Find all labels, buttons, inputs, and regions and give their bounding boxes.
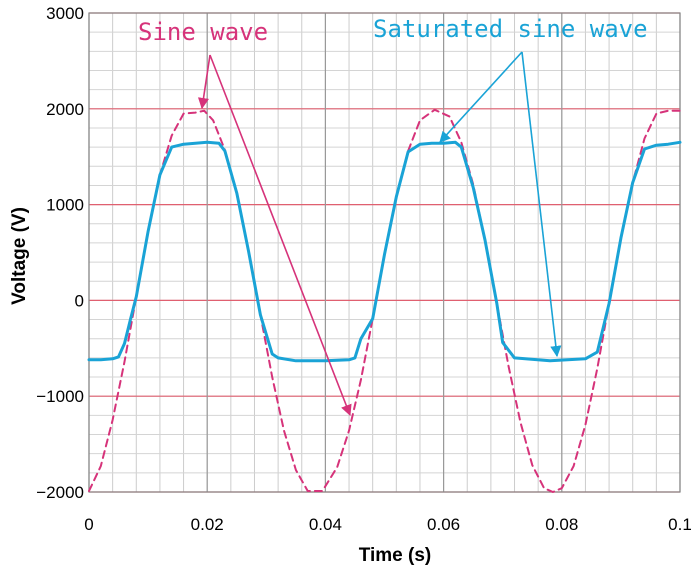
sine-arrow-to-peak <box>197 54 211 110</box>
saturated-arrow-to-peak <box>439 51 523 143</box>
x-tick-label: 0.02 <box>191 515 224 534</box>
series-layer <box>87 108 682 493</box>
annotation-sine-wave: Sine wave <box>138 18 268 46</box>
x-tick-label: 0.08 <box>545 515 578 534</box>
x-tick-label: 0.06 <box>427 515 460 534</box>
x-tick-label: 0 <box>84 515 93 534</box>
saturated-arrow-to-trough <box>521 51 562 358</box>
sine-arrow-to-trough <box>209 54 352 417</box>
y-tick-label: −1000 <box>36 387 84 406</box>
x-axis-title: Time (s) <box>359 545 432 566</box>
y-tick-label: 0 <box>75 291 84 310</box>
y-tick-label: 2000 <box>46 100 84 119</box>
x-tick-label: 0.1 <box>668 515 692 534</box>
plot-frame <box>88 12 681 493</box>
y-tick-label: 3000 <box>46 4 84 23</box>
x-tick-label: 0.04 <box>309 515 342 534</box>
y-axis-title: Voltage (V) <box>9 207 30 305</box>
grid <box>88 12 681 493</box>
tick-labels: 0 0.02 0.04 0.06 0.08 0.1 3000 2000 1000 0 −1000 −2… <box>36 4 692 534</box>
annotation-saturated-sine-wave: Saturated sine wave <box>373 15 648 43</box>
y-tick-label: −2000 <box>36 483 84 502</box>
series-saturated-sine-wave <box>87 140 682 363</box>
annotations: Sine wave Saturated sine wave <box>138 15 648 417</box>
y-tick-label: 1000 <box>46 196 84 215</box>
